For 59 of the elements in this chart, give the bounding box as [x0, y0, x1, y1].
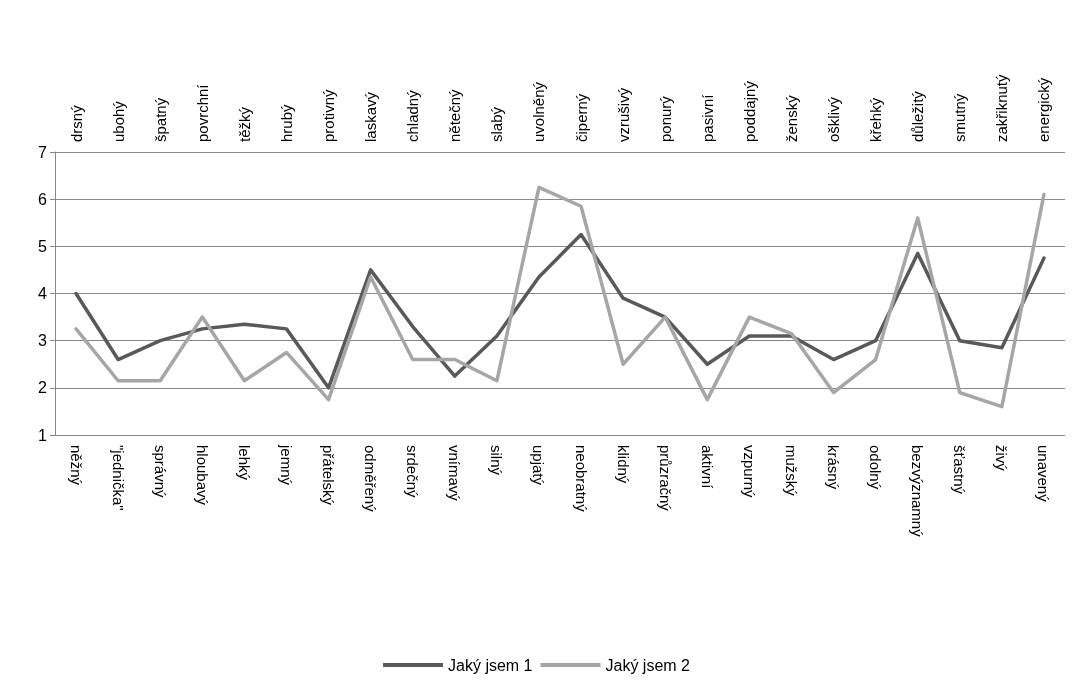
legend-label: Jaký jsem 2 [605, 656, 691, 674]
x-tick-label: "jednička" [109, 445, 127, 511]
y-tick-label: 7 [38, 143, 48, 161]
legend-label: Jaký jsem 1 [448, 656, 533, 674]
x-tick-label: šťastný [951, 445, 969, 495]
text: ponurý [656, 95, 674, 142]
text: slabý [488, 106, 506, 142]
y-tick-label: 6 [38, 190, 48, 208]
text: povrchní [193, 83, 211, 142]
x-tick-label: vnímavý [446, 445, 464, 502]
text: zakřiknutý [993, 73, 1011, 142]
text: nětečný [446, 88, 464, 142]
text: drsný [67, 104, 85, 142]
text: ošklivý [825, 96, 843, 142]
line-series [74, 185, 1046, 409]
x-tick-label: odolný [867, 445, 885, 490]
x-tick-label: unavený [1035, 445, 1053, 503]
x-tick-label: upjatý [530, 445, 548, 486]
x-tick-label: živý [993, 445, 1011, 472]
text: uvolněný [530, 81, 548, 142]
x-tick-label: něžný [67, 445, 85, 486]
text: hrubý [277, 103, 295, 142]
x-tick-label: aktivní [698, 445, 716, 490]
text: důležitý [909, 90, 927, 142]
y-tick-label: 2 [38, 379, 48, 397]
text: vzrušivý [614, 87, 632, 142]
text: chladný [404, 89, 422, 142]
text: protivný [320, 88, 338, 142]
x-tick-label: silný [488, 445, 506, 476]
x-tick-label: správný [151, 445, 169, 499]
x-tick-label: lehký [235, 445, 253, 481]
y-tick-label: 1 [38, 426, 48, 444]
x-tick-label: odměřený [362, 445, 380, 513]
text: špatný [151, 97, 169, 142]
y-tick-label: 4 [38, 285, 48, 302]
x-tick-label: srdečný [404, 445, 422, 499]
text: čiperný [572, 93, 590, 142]
x-tick-label: vzpurný [740, 445, 758, 499]
text: laskavý [362, 91, 380, 142]
text: energický [1035, 77, 1053, 142]
text: ženský [782, 94, 800, 142]
y-tick-label: 3 [38, 332, 48, 350]
x-tick-label: přátelský [320, 445, 338, 506]
x-tick-label: krásný [825, 445, 843, 490]
x-tick-label: hloubavý [193, 445, 211, 506]
text: ubohý [109, 100, 127, 142]
line-series [74, 232, 1046, 390]
x-tick-label: bezvýznamný [909, 445, 927, 538]
text: křehký [867, 97, 885, 142]
text: poddajný [740, 80, 758, 142]
text: těžký [235, 106, 253, 142]
y-tick-label: 5 [38, 237, 48, 255]
x-tick-label: neobratný [572, 445, 590, 513]
text: pasivní [698, 93, 716, 142]
text: smutný [951, 93, 969, 142]
x-tick-label: jemný [277, 444, 295, 486]
x-tick-label: klidný [614, 445, 632, 484]
x-tick-label: mužský [782, 445, 800, 497]
x-tick-label: průzračný [656, 445, 674, 512]
